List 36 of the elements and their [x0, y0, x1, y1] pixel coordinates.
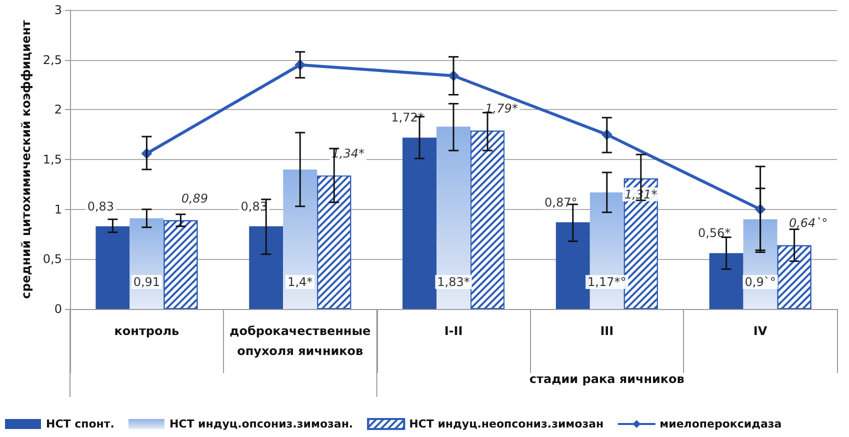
legend-label: НСТ спонт.: [46, 418, 114, 430]
data-label: 1,17*°: [588, 275, 626, 289]
x-tick-label: IV: [753, 324, 768, 338]
data-label: 0,64`°: [788, 216, 828, 230]
bar: [436, 126, 470, 309]
bar: [283, 169, 318, 309]
x-tick-label: доброкачественные опухоля яичников: [230, 324, 371, 358]
data-label: 1,83*: [437, 275, 470, 289]
legend-label: НСТ индуц.опсониз.зимозан.: [169, 418, 354, 430]
data-label: 1,4*: [288, 275, 313, 289]
bar: [96, 226, 130, 309]
y-tick-label: 0,5: [42, 252, 62, 266]
bar: [556, 222, 590, 309]
y-axis-title: средний цитохимический коэффициент: [19, 20, 33, 299]
data-label: 0,89: [181, 191, 208, 206]
text: стадии рака яичников: [529, 372, 685, 386]
data-label: 0,91: [133, 275, 160, 289]
x-tick-label: контроль: [114, 324, 180, 338]
y-tick-label: 2,5: [42, 52, 62, 67]
data-label: 0,83: [87, 199, 114, 214]
y-tick-label: 1: [54, 202, 62, 216]
y-tick-label: 0: [54, 302, 62, 316]
x-tick-label: III: [600, 324, 614, 338]
bar: [249, 226, 284, 309]
data-label: 0,9`°: [744, 275, 776, 289]
bar: [402, 138, 436, 309]
legend-label: миелопероксидаза: [660, 418, 782, 430]
y-tick-label: 2: [54, 102, 62, 117]
legend-label: НСТ индуц.неопсониз.зимозан: [409, 418, 604, 430]
x-tick-label: I-II: [444, 324, 463, 338]
data-label: 0,87°: [544, 195, 578, 210]
y-tick-label: 1,5: [42, 152, 62, 166]
y-tick-label: 3: [54, 3, 62, 17]
data-label: 0,56*: [698, 226, 731, 240]
data-label: 1,79*: [485, 102, 518, 116]
bar: [709, 253, 744, 309]
